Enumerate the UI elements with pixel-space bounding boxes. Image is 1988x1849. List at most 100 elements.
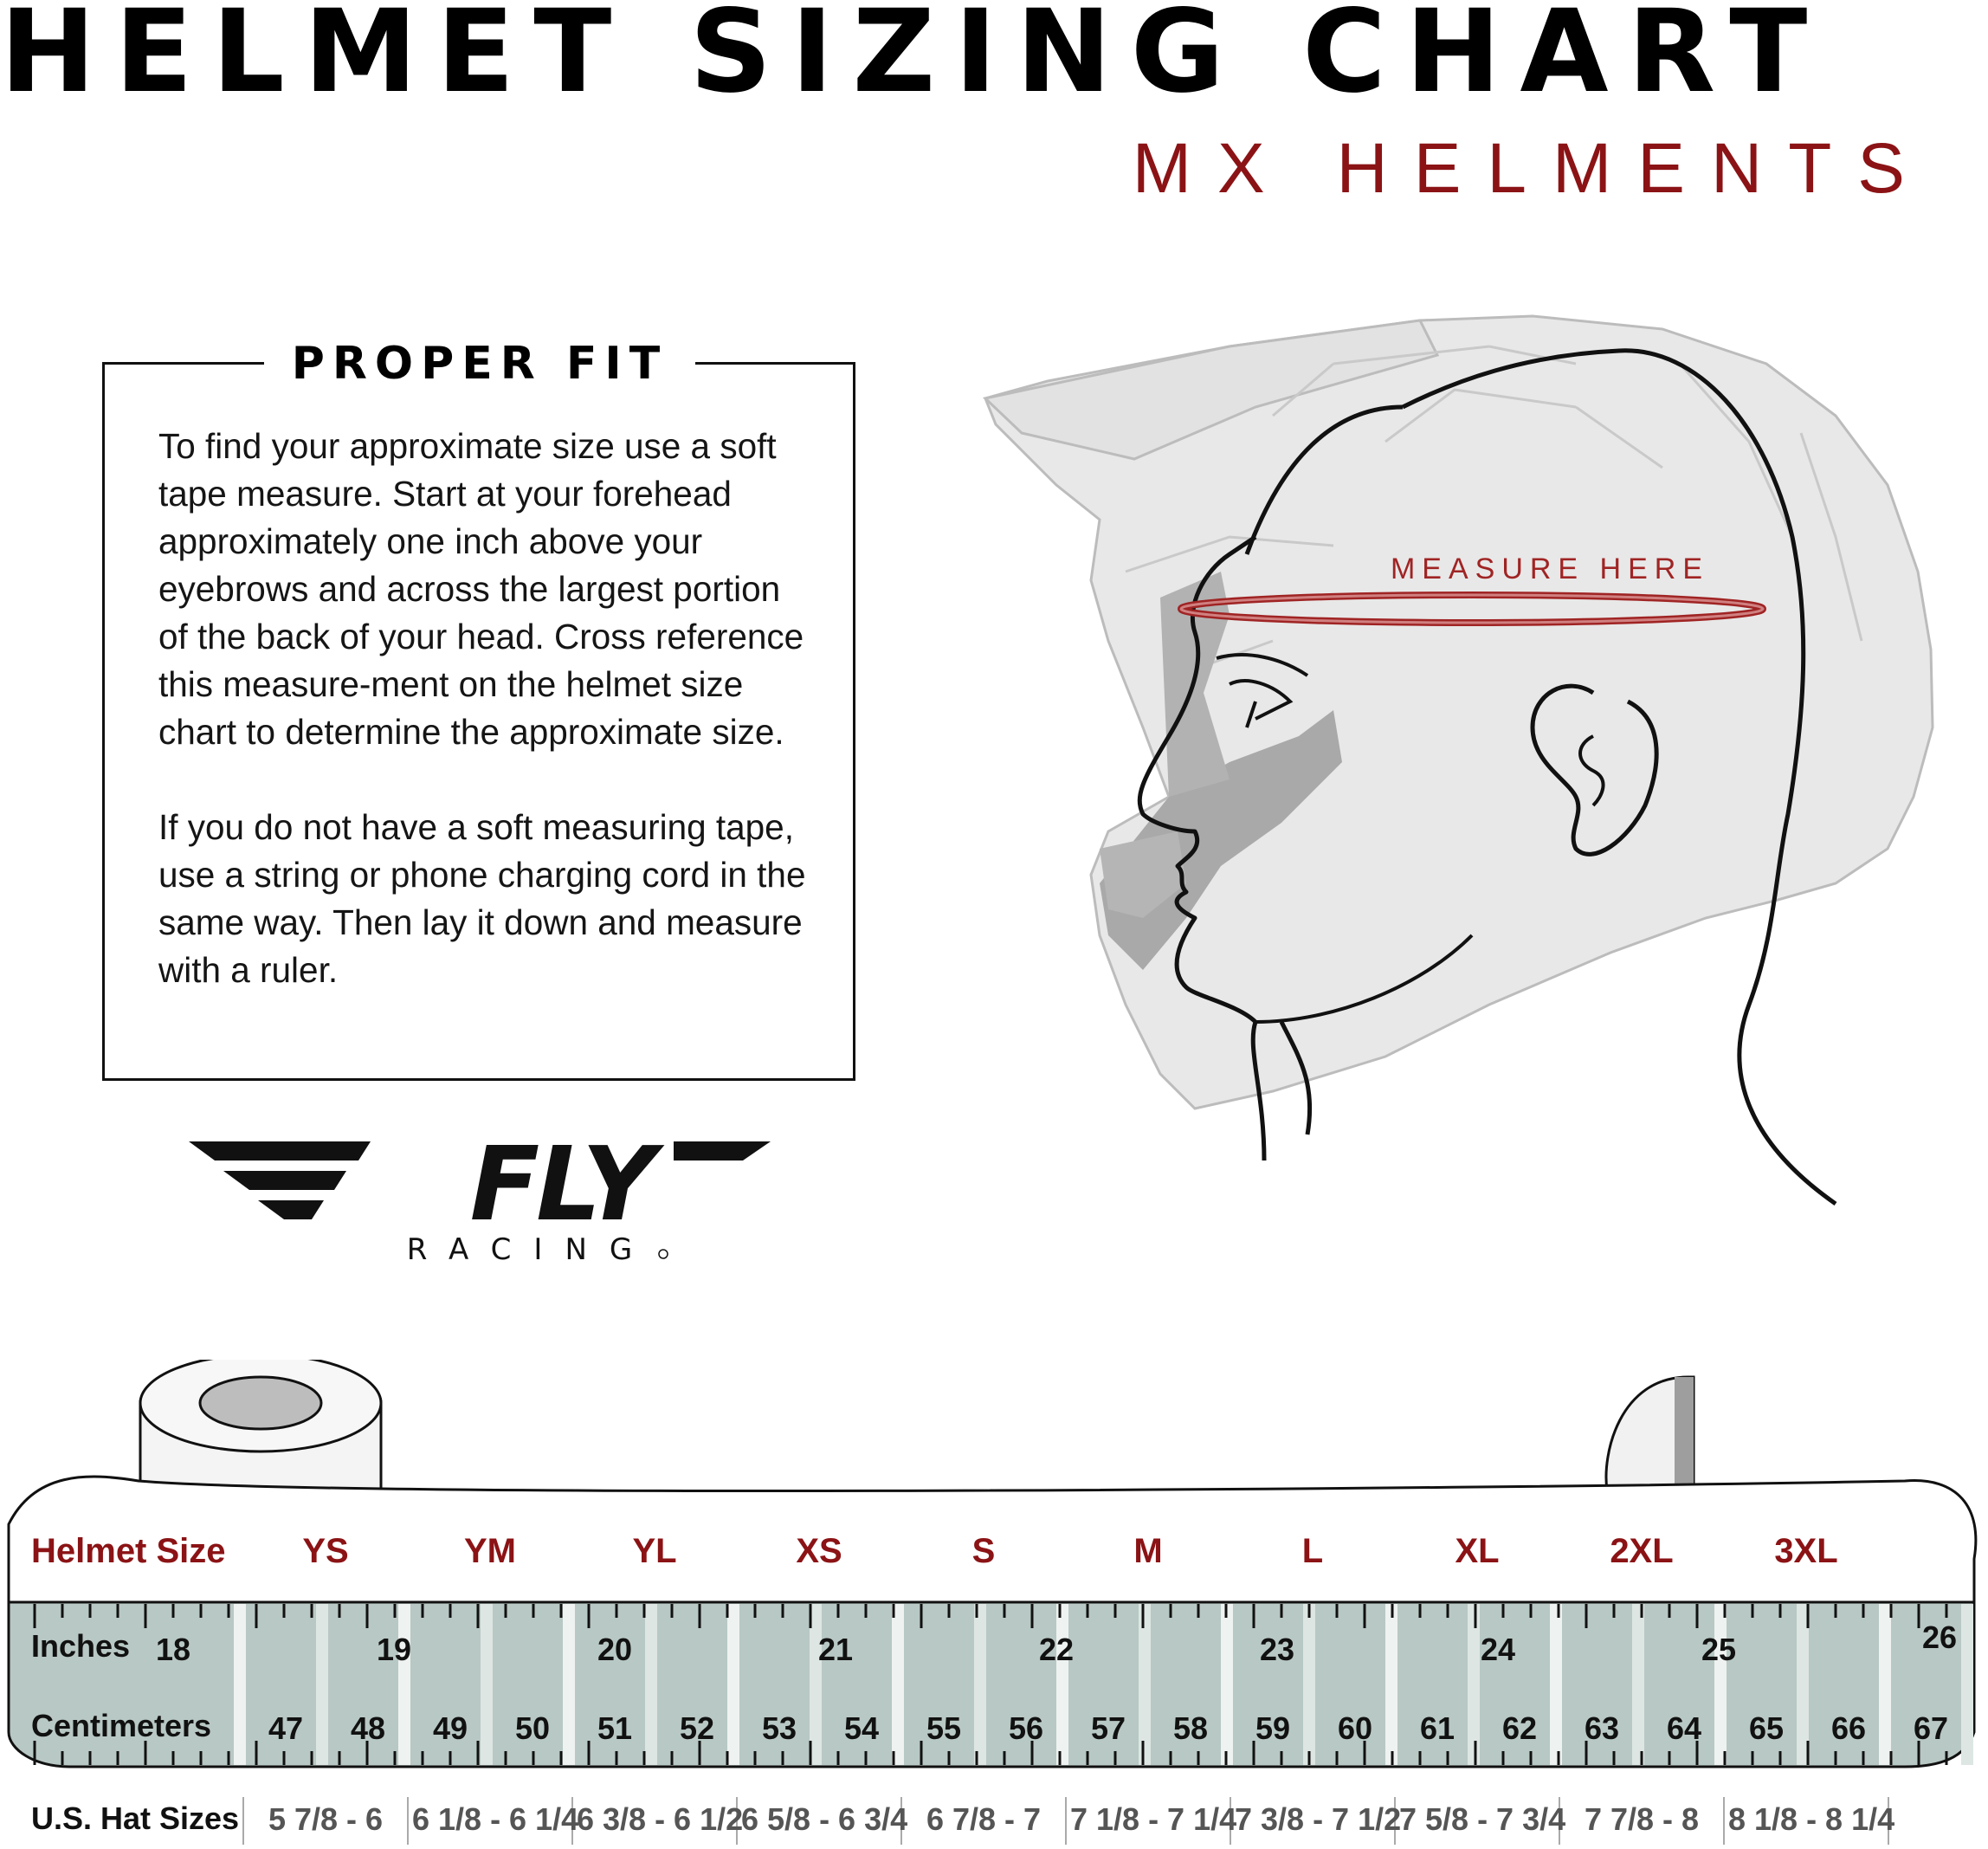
tape-band-stripes [234, 1604, 1973, 1765]
measure-here-label: MEASURE HERE [1391, 553, 1709, 585]
proper-fit-paragraph-2: If you do not have a soft measuring tape… [158, 807, 806, 990]
chin-vent [1100, 831, 1186, 918]
band-stripe [1879, 1604, 1891, 1765]
tape-band-ticks [33, 1604, 1948, 1765]
cm-65: 65 [1748, 1710, 1785, 1746]
inch-21: 21 [817, 1632, 854, 1667]
cm-67: 67 [1913, 1710, 1949, 1746]
tape-roll-right-edge [1675, 1377, 1694, 1498]
cm-63: 63 [1584, 1710, 1620, 1746]
visor [982, 319, 1440, 461]
helmet-size-3xl: 3XL [1774, 1532, 1838, 1570]
inch-18: 18 [155, 1632, 191, 1667]
hat-sizes-label: U.S. Hat Sizes [31, 1801, 240, 1836]
band-stripe [234, 1604, 246, 1765]
jaw-line [1255, 934, 1474, 1024]
logo-sub-text: RACING [407, 1232, 655, 1264]
inch-23: 23 [1259, 1632, 1295, 1667]
helmet-size-xs: XS [796, 1532, 842, 1570]
band-stripe [1797, 1604, 1809, 1765]
band-stripe [645, 1604, 657, 1765]
helmet-size-label: Helmet Size [31, 1532, 226, 1570]
hat-size-7: 7 5/8 - 7 3/4 [1399, 1801, 1566, 1837]
inches-label: Inches [31, 1628, 131, 1664]
tape-measure-graphic [7, 1360, 1978, 1845]
page-title: HELMET SIZING CHART [0, 0, 1827, 119]
hat-size-2: 6 3/8 - 6 1/2 [577, 1801, 744, 1837]
band-stripe [1468, 1604, 1480, 1765]
band-stripe [481, 1604, 493, 1765]
band-stripe [810, 1604, 822, 1765]
band-stripe [892, 1604, 904, 1765]
head-profile [1137, 534, 1267, 1161]
proper-fit-paragraph-1: To find your approximate size use a soft… [158, 426, 804, 752]
helmet-size-l: L [1301, 1532, 1324, 1570]
cm-64: 64 [1666, 1710, 1702, 1746]
proper-fit-heading-text: PROPER FIT [263, 338, 696, 390]
helmet-shell [983, 314, 1934, 1110]
band-stripe [1714, 1604, 1727, 1765]
cm-56: 56 [1008, 1710, 1044, 1746]
band-stripe [316, 1604, 328, 1765]
fly-racing-logo: FLY RACING [189, 1141, 771, 1264]
inch-25: 25 [1701, 1632, 1737, 1667]
cm-61: 61 [1419, 1710, 1456, 1746]
tape-size-strip [7, 1475, 1978, 1604]
band-stripe [1056, 1604, 1068, 1765]
hat-size-6: 7 3/8 - 7 1/2 [1235, 1801, 1402, 1837]
cm-66: 66 [1830, 1710, 1867, 1746]
hat-size-5: 7 1/8 - 7 1/4 [1070, 1801, 1237, 1837]
cm-59: 59 [1255, 1710, 1291, 1746]
registered-icon [658, 1249, 668, 1259]
inch-19: 19 [376, 1632, 412, 1667]
cm-49: 49 [432, 1710, 468, 1746]
helmet-size-2xl: 2XL [1610, 1532, 1674, 1570]
helmet-panel-lines [1125, 345, 1863, 677]
eyebrow [1216, 653, 1309, 677]
cm-52: 52 [679, 1710, 715, 1746]
band-stripe [1303, 1604, 1315, 1765]
band-stripe [1139, 1604, 1151, 1765]
band-stripe [1632, 1604, 1644, 1765]
hat-size-separators [242, 1797, 1889, 1845]
band-stripe [1961, 1604, 1973, 1765]
inch-26: 26 [1921, 1619, 1958, 1655]
hat-size-3: 6 5/8 - 6 3/4 [741, 1801, 908, 1837]
head-crown [1244, 404, 1404, 555]
band-stripe [727, 1604, 739, 1765]
measure-band-inner [1179, 593, 1765, 624]
proper-fit-text: To find your approximate size use a soft… [158, 423, 816, 1042]
cm-58: 58 [1172, 1710, 1209, 1746]
cm-48: 48 [350, 1710, 386, 1746]
cm-62: 62 [1501, 1710, 1538, 1746]
band-stripe [1385, 1604, 1397, 1765]
tape-roll-left-hole [198, 1375, 323, 1431]
hat-size-9: 8 1/8 - 8 1/4 [1728, 1801, 1895, 1837]
inch-20: 20 [597, 1632, 633, 1667]
centimeters-label: Centimeters [31, 1708, 212, 1743]
eye [1229, 679, 1294, 728]
helmet-dark-trim [1100, 710, 1342, 970]
helmet-size-s: S [971, 1532, 996, 1570]
inch-22: 22 [1038, 1632, 1075, 1667]
helmet-size-m: M [1133, 1532, 1163, 1570]
helmet-head-illustration: MEASURE HERE [982, 314, 1934, 1206]
band-stripe [1550, 1604, 1562, 1765]
band-stripe [563, 1604, 575, 1765]
hat-size-4: 6 7/8 - 7 [926, 1801, 1042, 1837]
ear-inner [1578, 734, 1605, 807]
cm-53: 53 [761, 1710, 797, 1746]
cm-47: 47 [268, 1710, 304, 1746]
logo-brand-text: FLY [470, 1141, 665, 1244]
hat-size-8: 7 7/8 - 8 [1584, 1801, 1700, 1837]
inch-24: 24 [1480, 1632, 1516, 1667]
helmet-size-xl: XL [1455, 1532, 1500, 1570]
cm-55: 55 [926, 1710, 962, 1746]
cm-54: 54 [843, 1710, 880, 1746]
band-stripe [1221, 1604, 1233, 1765]
cm-51: 51 [597, 1710, 633, 1746]
helmet-size-yl: YL [632, 1532, 677, 1570]
proper-fit-heading: PROPER FIT [0, 333, 959, 394]
ear [1530, 683, 1659, 857]
cm-57: 57 [1090, 1710, 1126, 1746]
